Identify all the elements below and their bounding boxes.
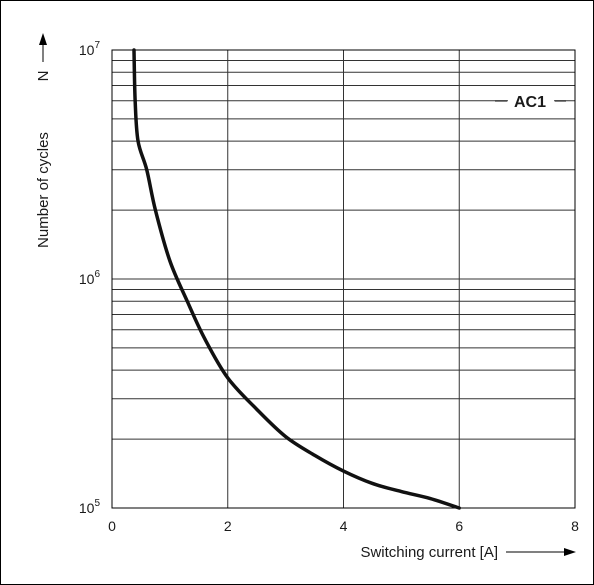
x-tick-label: 0 bbox=[108, 518, 116, 534]
y-tick-label: 107 bbox=[79, 40, 101, 58]
y-axis-arrow bbox=[39, 33, 47, 62]
y-tick-label: 106 bbox=[79, 269, 101, 287]
y-axis-label: Number of cycles bbox=[35, 132, 52, 248]
x-tick-labels: 0 2 4 6 8 bbox=[108, 518, 579, 534]
y-axis-symbol: N bbox=[35, 71, 52, 82]
plot-area bbox=[111, 49, 576, 509]
x-tick-label: 6 bbox=[455, 518, 463, 534]
series-layer bbox=[132, 48, 461, 510]
x-tick-label: 8 bbox=[571, 518, 579, 534]
y-tick-labels: 105 106 107 bbox=[79, 40, 101, 516]
legend-label-ac1: AC1 bbox=[514, 94, 546, 111]
y-tick-label: 105 bbox=[79, 498, 101, 516]
x-axis-arrow bbox=[506, 548, 576, 556]
x-tick-label: 4 bbox=[340, 518, 348, 534]
x-axis-label: Switching current [A] bbox=[360, 544, 498, 561]
legend: AC1 bbox=[495, 91, 566, 111]
grid bbox=[112, 50, 575, 508]
series-line-ac1 bbox=[132, 48, 461, 510]
legend-background bbox=[508, 91, 554, 111]
x-tick-label: 2 bbox=[224, 518, 232, 534]
